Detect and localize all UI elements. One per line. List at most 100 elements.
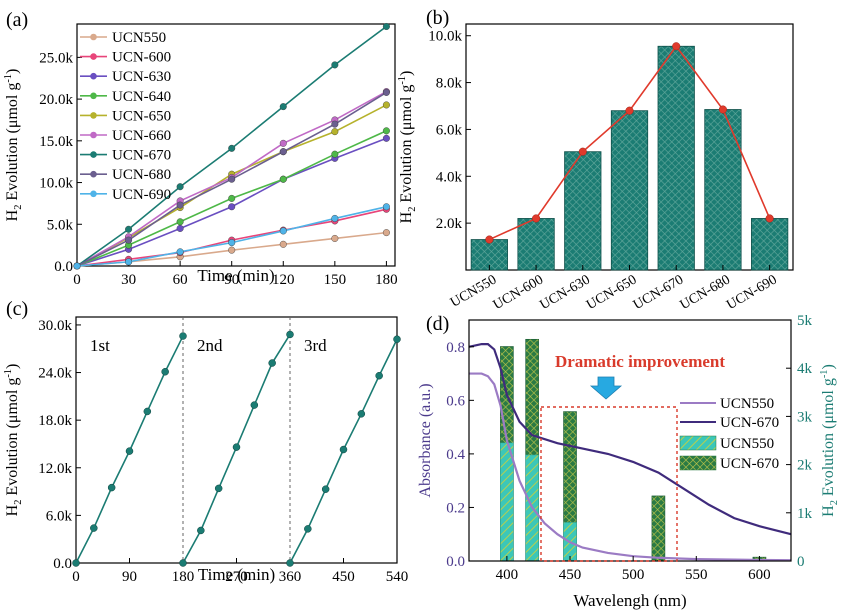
data-point xyxy=(382,23,390,31)
x-tick-label: UCN-670 xyxy=(631,272,686,313)
legend-entry: UCN550 xyxy=(720,436,774,452)
data-point xyxy=(179,332,187,340)
data-point xyxy=(339,445,348,454)
panel-label: (a) xyxy=(6,9,28,31)
data-point xyxy=(382,127,390,135)
panel-a: (a) 0 30 60 90 120 150 180 0.0 5.0k 10.0k 15.0k 20.0… xyxy=(3,9,398,288)
trend-point xyxy=(578,147,587,156)
legend-marker xyxy=(90,131,97,139)
data-point xyxy=(382,88,390,96)
y-axis-label-right-sup: -1 xyxy=(819,370,830,379)
x-tick-label: 270 xyxy=(225,569,248,585)
y-axis-label: H2 Evolution (μmol g-1) xyxy=(3,69,24,222)
data-point xyxy=(232,443,241,451)
y-tick-label: 12.0k xyxy=(38,461,72,477)
bar xyxy=(517,218,555,271)
legend-entry: UCN-630 xyxy=(112,69,171,85)
y-axis-label-prefix: H xyxy=(4,209,21,221)
data-point xyxy=(382,203,390,211)
data-point xyxy=(357,410,366,418)
data-point xyxy=(125,258,133,266)
trend-point xyxy=(532,214,541,223)
data-point xyxy=(331,61,339,69)
trend-point xyxy=(485,235,494,244)
data-point xyxy=(125,236,133,244)
legend-entry: UCN-650 xyxy=(112,108,171,124)
annotation-text: Dramatic improvement xyxy=(555,352,725,371)
data-point xyxy=(228,246,236,254)
x-tick-label: 400 xyxy=(496,567,519,583)
bar xyxy=(470,239,508,271)
data-point xyxy=(279,240,287,248)
legend-marker xyxy=(90,33,97,41)
x-tick-label: UCN-690 xyxy=(724,272,779,313)
data-point xyxy=(250,401,259,409)
data-point xyxy=(228,175,236,183)
legend-swatch xyxy=(679,435,717,451)
panel-label: (b) xyxy=(426,7,449,29)
x-tick-label: 30 xyxy=(121,272,136,288)
x-tick-label: 0 xyxy=(73,272,81,288)
y-tick-label-left: 0.0 xyxy=(446,554,465,570)
data-point xyxy=(382,134,390,142)
y-axis-label-suffix: ) xyxy=(4,364,21,369)
data-point xyxy=(228,194,236,202)
data-point xyxy=(125,225,133,233)
x-tick-label: 180 xyxy=(375,272,398,288)
x-tick-label: 180 xyxy=(172,569,195,585)
y-axis-label: H2 Evolution (μmol g-1) xyxy=(397,71,418,224)
trend-point xyxy=(625,106,634,115)
data-point xyxy=(125,447,134,455)
bar xyxy=(704,109,742,271)
bar xyxy=(657,45,695,271)
y-tick-label-left: 0.8 xyxy=(446,340,465,356)
highlight-box xyxy=(540,406,678,562)
y-axis-label-sub: 2 xyxy=(13,205,24,210)
legend-entry: UCN-670 xyxy=(720,415,779,431)
data-point xyxy=(176,224,184,232)
x-tick-label: UCN550 xyxy=(448,272,499,310)
y-axis-label-right-mid: Evolution (μmol g xyxy=(820,378,837,500)
data-point xyxy=(393,335,401,343)
legend-entry: UCN-680 xyxy=(112,167,171,183)
y-axis-label-suffix: ) xyxy=(398,71,415,76)
data-point xyxy=(107,483,116,492)
data-point xyxy=(90,524,98,532)
y-axis-label-right-suffix: ) xyxy=(820,364,837,369)
plot-frame xyxy=(76,23,396,267)
y-tick-label: 0.0 xyxy=(54,259,73,275)
data-point xyxy=(161,368,169,376)
data-point xyxy=(375,371,383,380)
data-point xyxy=(72,559,80,567)
data-point xyxy=(228,203,236,211)
data-point xyxy=(143,407,152,416)
legend-entry: UCN-600 xyxy=(112,50,171,66)
x-tick-label: UCN-680 xyxy=(678,272,733,313)
data-point xyxy=(176,218,184,226)
legend-marker xyxy=(90,92,97,100)
bar xyxy=(564,151,602,271)
data-point xyxy=(382,101,390,109)
y-tick-label: 8.0k xyxy=(436,76,463,92)
data-point xyxy=(382,229,390,237)
y-tick-label: 25.0k xyxy=(39,50,73,66)
trend-point xyxy=(672,42,681,51)
legend-entry: UCN-690 xyxy=(112,187,171,203)
legend-marker xyxy=(90,190,97,198)
x-axis-label: Time (min) xyxy=(198,565,275,584)
y-tick-label: 4.0k xyxy=(436,169,463,185)
data-point xyxy=(279,103,287,111)
data-point xyxy=(321,485,330,493)
x-tick-label: 550 xyxy=(685,567,708,583)
panel-d: (d) 0.0 0.2 0.4 0.6 0.8 0 1k 2k 3k 4k 5k 400 450 500 55… xyxy=(417,313,840,610)
data-point xyxy=(228,239,236,247)
y-axis-label-right: H2 Evolution (μmol g-1) xyxy=(819,364,840,517)
trend-point xyxy=(765,214,774,223)
data-point xyxy=(176,248,184,256)
y-tick-label: 6.0k xyxy=(46,508,73,524)
data-point xyxy=(279,139,287,147)
y-axis-label-right-sub: 2 xyxy=(829,500,840,505)
y-tick-label: 18.0k xyxy=(38,413,72,429)
panel-label: (c) xyxy=(6,298,28,320)
y-axis-label-mid: Evolution (μmol g xyxy=(4,378,21,500)
